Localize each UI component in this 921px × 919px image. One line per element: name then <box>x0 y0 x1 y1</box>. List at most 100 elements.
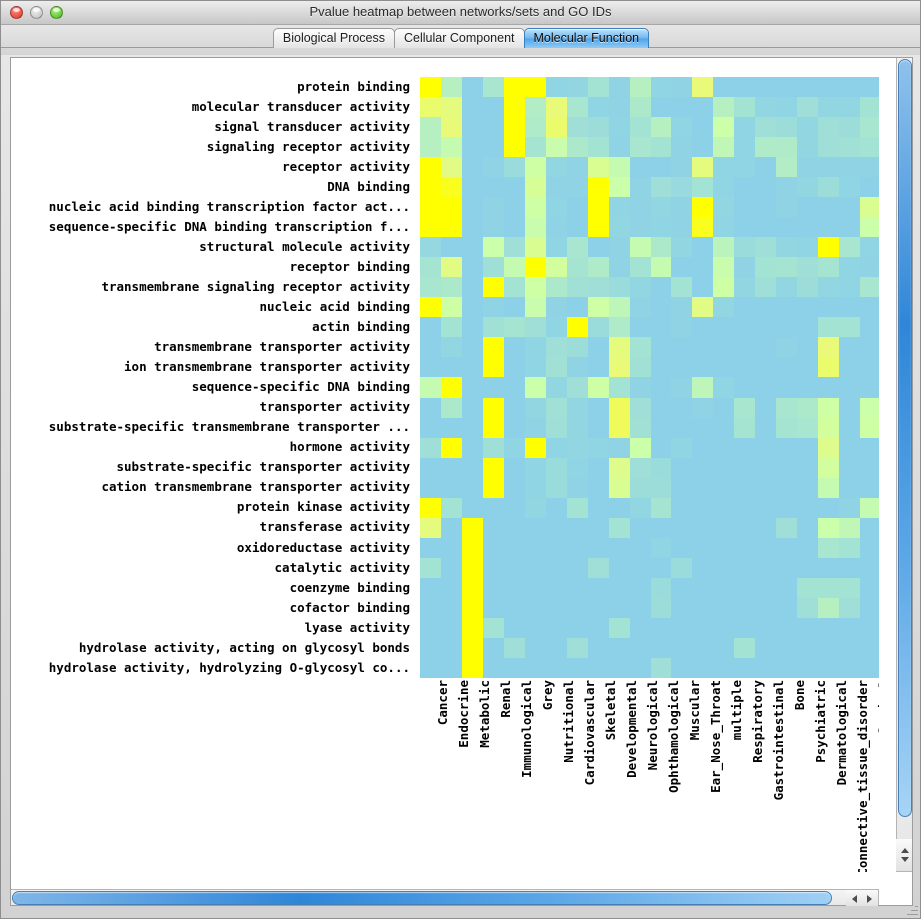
heatmap-cell[interactable] <box>797 377 819 398</box>
heatmap-cell[interactable] <box>650 137 672 158</box>
heatmap-cell[interactable] <box>776 637 798 658</box>
heatmap-cell[interactable] <box>545 337 567 358</box>
tab-cellular-component[interactable]: Cellular Component <box>394 28 525 48</box>
heatmap-cell[interactable] <box>566 437 588 458</box>
heatmap-cell[interactable] <box>461 77 483 98</box>
heatmap-cell[interactable] <box>755 157 777 178</box>
heatmap-cell[interactable] <box>608 497 630 518</box>
heatmap-cell[interactable] <box>818 297 840 318</box>
heatmap-cell[interactable] <box>734 377 756 398</box>
heatmap-cell[interactable] <box>440 357 462 378</box>
heatmap-cell[interactable] <box>524 397 546 418</box>
heatmap-cell[interactable] <box>692 657 714 678</box>
heatmap-cell[interactable] <box>776 497 798 518</box>
heatmap-cell[interactable] <box>503 657 525 678</box>
heatmap-cell[interactable] <box>545 657 567 678</box>
heatmap-cell[interactable] <box>629 77 651 98</box>
heatmap-cell[interactable] <box>629 137 651 158</box>
heatmap-cell[interactable] <box>482 217 504 238</box>
heatmap-cell[interactable] <box>440 177 462 198</box>
heatmap-cell[interactable] <box>566 377 588 398</box>
heatmap-cell[interactable] <box>839 497 861 518</box>
heatmap-cell[interactable] <box>839 617 861 638</box>
heatmap-cell[interactable] <box>650 277 672 298</box>
heatmap-cell[interactable] <box>608 277 630 298</box>
heatmap-cell[interactable] <box>713 337 735 358</box>
heatmap-cell[interactable] <box>797 657 819 678</box>
heatmap-cell[interactable] <box>692 277 714 298</box>
heatmap-cell[interactable] <box>839 377 861 398</box>
heatmap-cell[interactable] <box>503 297 525 318</box>
heatmap-cell[interactable] <box>440 117 462 138</box>
heatmap-cell[interactable] <box>608 157 630 178</box>
heatmap-cell[interactable] <box>608 137 630 158</box>
heatmap-cell[interactable] <box>713 577 735 598</box>
heatmap-cell[interactable] <box>566 237 588 258</box>
heatmap-cell[interactable] <box>692 417 714 438</box>
heatmap-cell[interactable] <box>629 157 651 178</box>
heatmap-cell[interactable] <box>776 597 798 618</box>
heatmap-cell[interactable] <box>608 377 630 398</box>
heatmap-cell[interactable] <box>482 277 504 298</box>
heatmap-cell[interactable] <box>503 537 525 558</box>
heatmap-cell[interactable] <box>650 537 672 558</box>
heatmap-cell[interactable] <box>671 337 693 358</box>
heatmap-cell[interactable] <box>629 317 651 338</box>
heatmap-cell[interactable] <box>671 117 693 138</box>
heatmap-cell[interactable] <box>776 277 798 298</box>
heatmap-cell[interactable] <box>650 117 672 138</box>
heatmap-cell[interactable] <box>503 457 525 478</box>
heatmap-cell[interactable] <box>671 217 693 238</box>
heatmap-cell[interactable] <box>734 497 756 518</box>
heatmap-cell[interactable] <box>524 357 546 378</box>
heatmap-cell[interactable] <box>692 137 714 158</box>
heatmap-cell[interactable] <box>608 617 630 638</box>
heatmap-cell[interactable] <box>713 197 735 218</box>
heatmap-cell[interactable] <box>755 337 777 358</box>
heatmap-cell[interactable] <box>608 237 630 258</box>
heatmap-cell[interactable] <box>671 397 693 418</box>
heatmap-cell[interactable] <box>755 517 777 538</box>
heatmap-cell[interactable] <box>650 437 672 458</box>
heatmap-cell[interactable] <box>461 357 483 378</box>
heatmap-cell[interactable] <box>482 137 504 158</box>
heatmap-cell[interactable] <box>524 477 546 498</box>
heatmap-cell[interactable] <box>755 97 777 118</box>
heatmap-cell[interactable] <box>776 377 798 398</box>
heatmap-cell[interactable] <box>797 457 819 478</box>
heatmap-cell[interactable] <box>755 137 777 158</box>
heatmap-cell[interactable] <box>524 597 546 618</box>
heatmap-cell[interactable] <box>420 177 441 198</box>
heatmap-cell[interactable] <box>692 177 714 198</box>
heatmap-cell[interactable] <box>587 477 609 498</box>
heatmap-cell[interactable] <box>420 417 441 438</box>
heatmap-cell[interactable] <box>776 297 798 318</box>
heatmap-cell[interactable] <box>566 77 588 98</box>
heatmap-cell[interactable] <box>860 537 879 558</box>
heatmap-cell[interactable] <box>440 317 462 338</box>
heatmap-cell[interactable] <box>650 637 672 658</box>
heatmap-cell[interactable] <box>608 97 630 118</box>
heatmap-cell[interactable] <box>461 337 483 358</box>
heatmap-cell[interactable] <box>818 317 840 338</box>
heatmap-cell[interactable] <box>839 597 861 618</box>
heatmap-cell[interactable] <box>440 517 462 538</box>
heatmap-cell[interactable] <box>587 297 609 318</box>
heatmap-cell[interactable] <box>692 477 714 498</box>
heatmap-cell[interactable] <box>797 217 819 238</box>
heatmap-cell[interactable] <box>629 217 651 238</box>
heatmap-cell[interactable] <box>734 237 756 258</box>
heatmap-cell[interactable] <box>797 597 819 618</box>
heatmap-cell[interactable] <box>755 637 777 658</box>
heatmap-cell[interactable] <box>797 257 819 278</box>
heatmap-cell[interactable] <box>566 397 588 418</box>
heatmap-cell[interactable] <box>524 137 546 158</box>
heatmap-cell[interactable] <box>482 97 504 118</box>
heatmap-cell[interactable] <box>839 317 861 338</box>
heatmap-cell[interactable] <box>545 637 567 658</box>
heatmap-cell[interactable] <box>503 397 525 418</box>
heatmap-cell[interactable] <box>797 437 819 458</box>
heatmap-cell[interactable] <box>524 177 546 198</box>
tab-molecular-function[interactable]: Molecular Function <box>523 28 650 48</box>
heatmap-cell[interactable] <box>860 477 879 498</box>
